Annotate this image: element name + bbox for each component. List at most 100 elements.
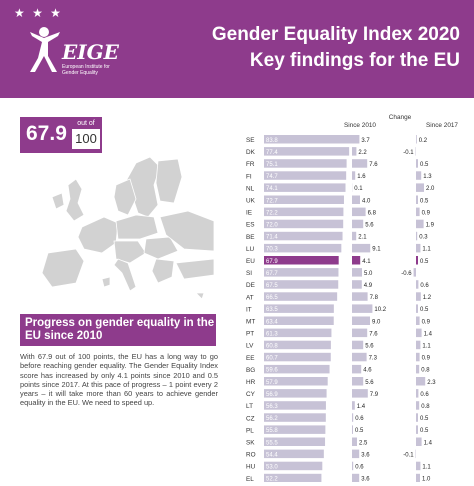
score-label: 54.4	[266, 452, 278, 458]
change-2017-bar	[416, 171, 422, 180]
score-label: 70.3	[266, 247, 278, 253]
change-2010-label: 9.1	[372, 247, 381, 253]
change-2010-label: 5.6	[365, 223, 374, 229]
score-bar	[264, 280, 339, 289]
score-bar	[264, 425, 326, 434]
country-label: BG	[246, 367, 255, 374]
change-2017-label: 0.8	[421, 404, 430, 410]
change-2017-label: 1.1	[422, 465, 431, 471]
change-2010-label: 5.6	[365, 344, 374, 350]
progress-heading-box: Progress on gender equality in the EU si…	[20, 314, 216, 346]
score-bar	[264, 147, 350, 156]
change-2010-label: 4.0	[362, 198, 371, 204]
change-2010-label: 7.9	[370, 392, 379, 398]
change-2010-label: 1.6	[357, 174, 366, 180]
since-2010-header: Since 2010	[344, 122, 376, 129]
score-label: 83.8	[266, 138, 278, 144]
score-label: 56.2	[266, 416, 278, 422]
change-2017-label: 0.2	[419, 138, 428, 144]
change-2010-label: 4.9	[364, 283, 373, 289]
change-2017-bar	[416, 292, 421, 301]
score-label: 74.7	[266, 174, 278, 180]
score-label: 60.8	[266, 344, 278, 350]
change-2010-bar	[352, 195, 360, 204]
change-2010-label: 7.3	[369, 356, 378, 362]
score-bar	[264, 243, 342, 253]
change-2010-bar	[352, 135, 360, 144]
country-label: ES	[246, 222, 255, 229]
score-bar	[264, 304, 334, 313]
score-label: 63.5	[266, 307, 278, 313]
change-2017-bar	[416, 437, 422, 446]
country-label: PL	[246, 427, 254, 434]
change-2010-bar	[352, 316, 370, 325]
change-2010-label: 6.8	[368, 210, 377, 216]
score-bar	[264, 340, 331, 350]
change-2010-label: 0.5	[355, 428, 364, 434]
change-2017-label: -0.1	[403, 150, 414, 156]
header-banner: ★ ★ ★ EIGE European Institute for Gender…	[0, 0, 474, 98]
change-2017-label: 0.6	[420, 392, 429, 398]
change-2010-label: 4.6	[363, 368, 372, 374]
change-2010-label: 4.1	[362, 259, 371, 265]
score-label: 60.7	[266, 356, 278, 362]
change-2010-label: 2.1	[358, 235, 367, 241]
change-2010-label: 1.4	[357, 404, 366, 410]
score-label: 71.4	[266, 235, 278, 241]
score-bar	[264, 316, 334, 325]
change-2017-bar	[416, 425, 418, 434]
change-2010-label: 3.6	[361, 477, 370, 482]
score-bar	[264, 437, 326, 446]
country-label: LT	[246, 403, 253, 410]
country-score-chart: Change Since 2010 Since 2017 SE 83.8 3.7 0.…	[246, 114, 458, 482]
change-2017-label: 1.1	[422, 344, 431, 350]
country-label: SE	[246, 137, 255, 144]
since-2017-header: Since 2017	[426, 122, 458, 129]
change-2017-bar	[416, 280, 419, 289]
change-2017-bar	[416, 364, 420, 374]
score-label: 72.2	[266, 210, 278, 216]
score-bar	[264, 171, 347, 180]
change-2010-bar	[352, 231, 357, 241]
score-label: 72.7	[266, 198, 278, 204]
change-2017-label: 0.9	[422, 319, 431, 325]
score-bar	[264, 352, 331, 362]
change-2017-bar	[416, 461, 421, 471]
country-label: BE	[246, 234, 255, 241]
country-label: SI	[246, 270, 252, 277]
change-2010-label: 5.6	[365, 380, 374, 386]
change-2010-label: 3.6	[361, 452, 370, 458]
score-bar	[264, 195, 344, 204]
change-2017-bar	[416, 304, 418, 313]
country-label: SK	[246, 440, 255, 447]
score-label: 61.3	[266, 331, 278, 337]
change-2017-bar	[416, 377, 426, 386]
change-2017-bar	[416, 413, 418, 422]
change-2010-bar	[352, 147, 357, 156]
country-label: IT	[246, 306, 252, 313]
country-label: CY	[246, 391, 256, 398]
score-bar	[264, 461, 323, 471]
change-2010-bar	[352, 425, 353, 434]
country-label: EL	[246, 476, 254, 482]
change-2010-bar	[352, 159, 368, 168]
score-label: 67.5	[266, 283, 278, 289]
score-bar	[264, 159, 347, 168]
change-2010-bar	[352, 401, 355, 410]
europe-map	[41, 156, 215, 300]
change-2017-bar	[416, 401, 420, 410]
change-2017-bar	[416, 352, 420, 362]
change-2010-label: 3.7	[361, 138, 370, 144]
score-label: 67.7	[266, 271, 278, 277]
eige-logo-figure-icon	[30, 27, 60, 72]
page-subtitle: Key findings for the EU	[249, 50, 460, 71]
change-2017-label: 2.0	[426, 186, 435, 192]
country-label: HR	[246, 379, 256, 386]
change-2010-label: 7.6	[369, 331, 378, 337]
score-label: 72.0	[266, 223, 278, 229]
change-2010-bar	[352, 328, 368, 338]
change-2010-bar	[352, 292, 368, 301]
score-label: 77.4	[266, 150, 278, 156]
change-2017-bar	[416, 183, 424, 192]
score-label: 53.0	[266, 465, 278, 471]
